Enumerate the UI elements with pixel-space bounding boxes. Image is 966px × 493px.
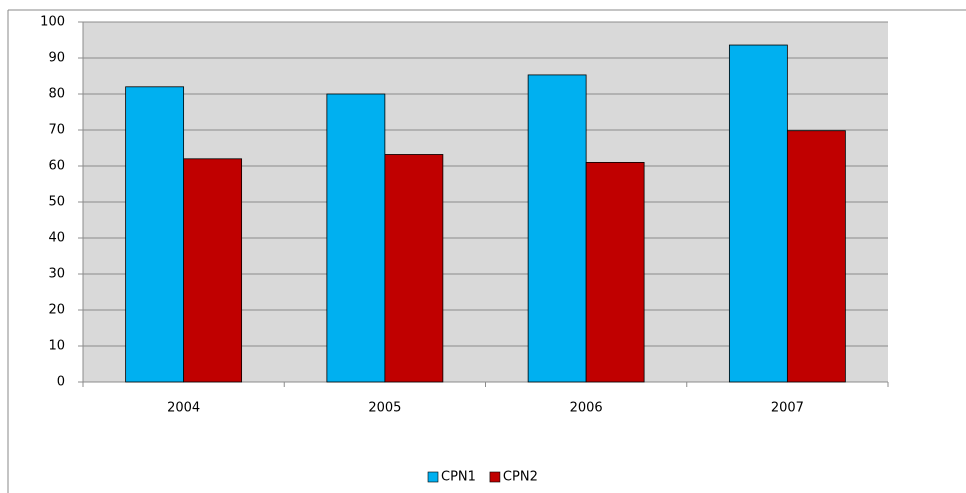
x-tick-label: 2005 — [368, 401, 401, 416]
bar — [384, 154, 444, 383]
y-tick-label: 30 — [48, 267, 65, 282]
y-tick-label: 90 — [48, 51, 65, 66]
y-tick-label: 80 — [48, 87, 65, 102]
y-tick-label: 50 — [48, 195, 65, 210]
bar — [786, 130, 846, 383]
bar — [728, 44, 788, 383]
legend-label: CPN1 — [441, 470, 476, 485]
bar — [585, 161, 645, 383]
y-tick-label: 40 — [48, 231, 65, 246]
x-tick-label: 2004 — [167, 401, 200, 416]
bar — [125, 86, 185, 383]
legend-swatch — [427, 471, 439, 483]
y-tick-label: 10 — [48, 339, 65, 354]
bar — [183, 158, 243, 383]
y-tick-label: 70 — [48, 123, 65, 138]
bar — [326, 93, 386, 383]
legend-swatch — [489, 471, 501, 483]
y-tick-label: 0 — [57, 375, 65, 390]
y-tick-label: 100 — [40, 15, 65, 30]
y-tick-label: 60 — [48, 159, 65, 174]
y-tick-label: 20 — [48, 303, 65, 318]
x-tick-label: 2006 — [570, 401, 603, 416]
bar — [527, 74, 587, 383]
x-tick-label: 2007 — [771, 401, 804, 416]
legend-label: CPN2 — [503, 470, 538, 485]
